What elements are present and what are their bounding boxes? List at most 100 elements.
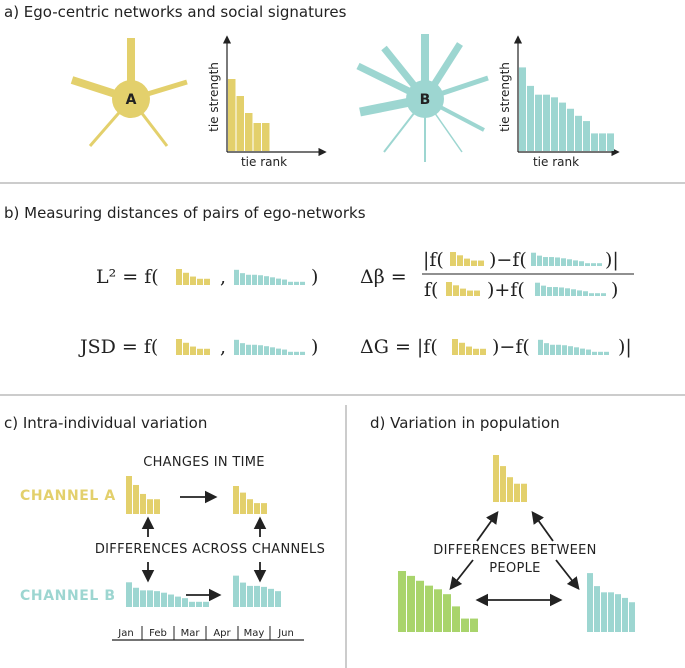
mini-signature-b-13: [233, 575, 281, 607]
mini-a-6-bar-0: [446, 282, 452, 296]
mini-signature-a-10: [126, 476, 160, 514]
mini-b-16-bar-3: [608, 592, 614, 632]
signature-b-bar-10: [599, 133, 606, 151]
signature-b-bar-11: [607, 133, 614, 151]
month-label-2: Mar: [181, 628, 201, 639]
mini-b-7-bar-3: [553, 287, 558, 296]
mini-a-11-bar-1: [240, 492, 246, 514]
mini-b-9-bar-0: [538, 339, 543, 355]
mini-b-5-bar-5: [561, 258, 566, 266]
mini-b-12-bar-10: [196, 601, 202, 607]
signature-bars-b: [519, 67, 614, 151]
month-label-1: Feb: [149, 628, 167, 639]
mini-signature-b-1: [234, 269, 305, 285]
mini-b-7-bar-11: [601, 293, 606, 296]
mini-b-7-bar-10: [595, 293, 600, 296]
mini-b-3-bar-9: [288, 351, 293, 355]
mini-b-9-bar-7: [580, 348, 585, 355]
formula-dbeta-lhs: Δβ =: [360, 266, 407, 288]
mini-a-2-bar-4: [204, 348, 210, 355]
mini-a-6-bar-2: [460, 288, 466, 296]
mini-b-3-bar-3: [252, 344, 257, 355]
mini-signature-b-5: [531, 252, 602, 266]
mini-a-2-bar-0: [176, 339, 182, 355]
mini-a-4-bar-4: [478, 260, 484, 266]
signature-chart-b: tie strength tie rank: [498, 35, 620, 169]
mini-green-15-bar-0: [398, 571, 406, 632]
mini-a-4-bar-1: [457, 255, 463, 266]
panel-a-title: a) Ego-centric networks and social signa…: [4, 3, 347, 21]
formula-l2-lhs: L² = f(: [96, 266, 159, 288]
mini-signature-b-7: [535, 282, 606, 296]
ego-network-a: A: [70, 38, 188, 147]
mini-b-7-bar-9: [589, 293, 594, 296]
mini-a-4-bar-3: [471, 260, 477, 266]
ego-label-a: A: [126, 92, 137, 108]
mini-signature-a-2: [176, 339, 210, 355]
formula-l2-close: ): [311, 266, 318, 288]
mini-b-3-bar-5: [264, 346, 269, 355]
mini-signature-a-11: [233, 486, 267, 514]
mini-b-7-bar-2: [547, 287, 552, 296]
mini-a-8-bar-2: [466, 346, 472, 355]
mini-a-10-bar-4: [154, 499, 160, 514]
mini-b-13-bar-3: [254, 585, 260, 607]
mini-signature-b-12: [126, 582, 209, 607]
mini-b-5-bar-4: [555, 257, 560, 266]
channel-a-label: CHANNEL A: [20, 488, 116, 504]
mini-b-7-bar-5: [565, 288, 570, 296]
mini-a-11-bar-3: [254, 503, 260, 514]
mini-b-12-bar-0: [126, 582, 132, 607]
mini-b-5-bar-2: [543, 257, 548, 266]
mini-green-15-bar-8: [470, 618, 478, 632]
x-axis-label-a: tie rank: [241, 155, 287, 169]
mini-green-15-bar-4: [434, 589, 442, 632]
mini-b-3-bar-2: [246, 344, 251, 355]
mini-green-15-bar-1: [407, 575, 415, 632]
mini-a-14-bar-3: [514, 483, 520, 502]
mini-b-1-bar-11: [300, 281, 305, 285]
mini-b-5-bar-8: [579, 261, 584, 266]
mini-signature-a-0: [176, 269, 210, 285]
mini-b-16-bar-4: [615, 594, 621, 632]
mini-b-3-bar-1: [240, 343, 245, 355]
mini-a-0-bar-0: [176, 269, 182, 285]
mini-b-1-bar-7: [276, 278, 281, 285]
mini-signature-a-6: [446, 282, 480, 296]
mini-a-0-bar-1: [183, 272, 189, 285]
mini-b-5-bar-11: [597, 263, 602, 266]
mini-b-3-bar-6: [270, 347, 275, 355]
arrow-d-up-right: [531, 510, 554, 542]
formula-delta-beta: Δβ = |f( )−f( )| f( )+f( ): [360, 249, 634, 301]
mini-b-13-bar-2: [247, 585, 253, 607]
mini-a-14-bar-1: [500, 466, 506, 502]
mini-b-9-bar-2: [550, 344, 555, 355]
mini-b-5-bar-0: [531, 252, 536, 266]
svg-text:f(: f(: [424, 279, 438, 301]
mini-b-7-bar-4: [559, 287, 564, 296]
mini-b-9-bar-5: [568, 346, 573, 355]
mini-b-5-bar-9: [585, 263, 590, 266]
mini-b-1-bar-5: [264, 276, 269, 285]
signature-a-bar-2: [245, 113, 253, 151]
mini-b-12-bar-3: [147, 590, 153, 607]
mini-a-6-bar-3: [467, 290, 473, 296]
mini-signature-b-16: [587, 573, 635, 632]
differences-across-channels-label: DIFFERENCES ACROSS CHANNELS: [95, 542, 325, 557]
mini-a-6-bar-4: [474, 290, 480, 296]
formula-dg-mid: )−f(: [492, 336, 530, 358]
mini-b-12-bar-1: [133, 587, 139, 607]
signature-b-bar-1: [527, 85, 534, 151]
month-axis: Jan Feb Mar Apr May Jun: [112, 626, 304, 641]
mini-a-6-bar-1: [453, 285, 459, 296]
mini-b-9-bar-4: [562, 345, 567, 355]
formula-jsd-lhs: JSD = f(: [78, 336, 158, 358]
mini-b-5-bar-6: [567, 259, 572, 266]
x-axis-label-b: tie rank: [533, 155, 579, 169]
ego-node-b: [406, 80, 444, 118]
mini-a-8-bar-3: [473, 348, 479, 355]
mini-b-1-bar-1: [240, 273, 245, 285]
mini-signature-a-4: [450, 252, 484, 266]
mini-a-10-bar-1: [133, 484, 139, 514]
